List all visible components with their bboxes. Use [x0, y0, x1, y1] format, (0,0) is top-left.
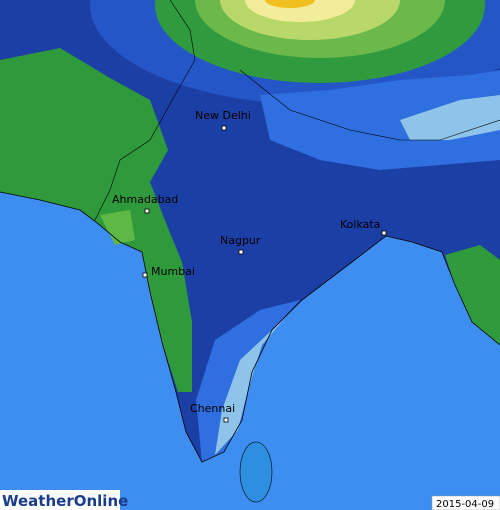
- city-dot: [381, 230, 387, 236]
- border: [94, 0, 196, 221]
- logo-box: [0, 490, 120, 510]
- wet-zone: [100, 210, 135, 245]
- wet-zone: [0, 48, 192, 392]
- coastline: [0, 191, 500, 463]
- city-label: Ahmadabad: [112, 193, 178, 206]
- border: [239, 69, 500, 141]
- city-label: Nagpur: [220, 234, 261, 247]
- rain-band: [260, 70, 500, 170]
- date-box: [431, 495, 500, 510]
- city-dot: [144, 208, 150, 214]
- city-dot: [238, 249, 244, 255]
- city-markers: [142, 125, 387, 423]
- city-dot: [142, 272, 148, 278]
- city-label: Chennai: [190, 402, 235, 415]
- island: [239, 441, 273, 503]
- date: 2015-04-09: [436, 499, 494, 510]
- wet-zone: [445, 245, 500, 345]
- city-label: Kolkata: [340, 218, 380, 231]
- rain-band: [265, 0, 315, 8]
- city-dot: [221, 125, 227, 131]
- logo: WeatherOnline: [2, 492, 128, 510]
- city-dot: [223, 417, 229, 423]
- city-label: New Delhi: [195, 109, 251, 122]
- rain-band: [400, 95, 500, 140]
- city-label: Mumbai: [151, 265, 195, 278]
- rain-band: [215, 318, 285, 455]
